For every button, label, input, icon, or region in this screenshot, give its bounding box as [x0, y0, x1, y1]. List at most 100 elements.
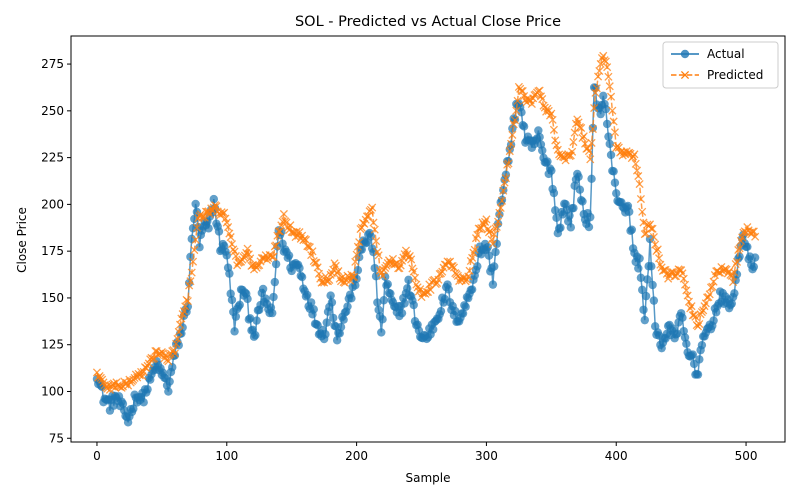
- data-point-predicted: [735, 244, 744, 253]
- data-point-predicted: [468, 253, 477, 262]
- data-point-actual: [640, 315, 649, 325]
- data-point-actual: [227, 295, 237, 305]
- y-tick-label: 75: [49, 431, 64, 445]
- data-point-actual: [535, 132, 544, 142]
- data-point-actual: [327, 298, 337, 307]
- data-point-predicted: [374, 251, 383, 260]
- data-point-actual: [484, 251, 494, 260]
- data-point-actual: [682, 339, 691, 348]
- data-point-predicted: [705, 290, 714, 299]
- data-point-predicted: [653, 245, 662, 254]
- y-axis-title: Close Price: [15, 207, 29, 273]
- data-point-predicted: [143, 361, 152, 370]
- data-point-predicted: [257, 254, 266, 263]
- data-point-actual: [284, 251, 294, 260]
- data-point-predicted: [623, 149, 632, 158]
- data-point-predicted: [497, 196, 507, 205]
- data-point-actual: [599, 91, 608, 101]
- data-point-predicted: [638, 207, 647, 216]
- data-point-predicted: [305, 243, 314, 252]
- data-point-actual: [374, 305, 383, 315]
- data-point-predicted: [295, 228, 304, 237]
- data-point-actual: [586, 212, 595, 222]
- data-point-predicted: [738, 233, 747, 242]
- data-point-actual: [271, 259, 281, 269]
- data-point-actual: [575, 185, 585, 194]
- data-point-predicted: [226, 233, 235, 242]
- data-point-actual: [386, 289, 395, 298]
- data-point-actual: [709, 316, 718, 325]
- y-tick-label: 200: [41, 197, 64, 211]
- data-point-predicted: [730, 268, 739, 277]
- data-point-predicted: [312, 258, 321, 267]
- data-point-predicted: [275, 227, 285, 236]
- data-point-actual: [371, 272, 381, 281]
- data-point-actual: [165, 377, 174, 386]
- data-point-predicted: [568, 147, 577, 156]
- data-point-actual: [749, 262, 759, 271]
- data-point-actual: [245, 314, 255, 323]
- data-point-actual: [444, 285, 453, 294]
- data-point-actual: [556, 223, 565, 232]
- data-point-predicted: [181, 302, 190, 311]
- data-point-predicted: [188, 257, 198, 266]
- data-point-predicted: [366, 205, 375, 214]
- data-point-predicted: [634, 171, 643, 181]
- y-tick-label: 275: [41, 57, 64, 71]
- data-point-actual: [195, 243, 204, 252]
- data-point-predicted: [274, 227, 283, 236]
- data-point-predicted: [92, 368, 102, 377]
- legend-marker: [680, 49, 690, 59]
- x-tick-label: 100: [215, 449, 238, 463]
- data-point-predicted: [422, 288, 431, 297]
- data-point-predicted: [473, 230, 482, 239]
- data-point-actual: [730, 289, 739, 298]
- data-point-predicted: [353, 242, 362, 251]
- data-point-actual: [610, 178, 620, 187]
- data-point-actual: [549, 188, 559, 198]
- data-point-actual: [377, 328, 386, 337]
- data-point-actual: [204, 224, 213, 233]
- data-point-predicted: [355, 238, 364, 247]
- data-point-predicted: [691, 312, 700, 321]
- data-point-actual: [251, 331, 260, 340]
- legend: Actual Predicted: [662, 41, 779, 89]
- data-point-actual: [287, 266, 296, 276]
- data-point-predicted: [224, 222, 233, 232]
- data-point-actual: [336, 322, 346, 332]
- data-point-predicted: [173, 334, 182, 344]
- data-point-predicted: [579, 132, 588, 141]
- y-tick-label: 125: [41, 338, 64, 352]
- data-point-actual: [268, 308, 277, 318]
- data-point-predicted: [338, 273, 347, 282]
- data-point-predicted: [465, 266, 474, 275]
- data-point-actual: [191, 199, 200, 209]
- x-tick-label: 400: [605, 449, 628, 463]
- data-point-predicted: [370, 225, 379, 234]
- data-point-predicted: [547, 109, 556, 118]
- data-point-predicted: [482, 215, 491, 224]
- x-tick-label: 200: [345, 449, 368, 463]
- data-point-actual: [378, 315, 387, 324]
- data-point-predicted: [604, 72, 613, 81]
- data-point-actual: [383, 280, 392, 289]
- data-point-predicted: [732, 257, 742, 266]
- legend-marker: [680, 70, 690, 80]
- data-point-actual: [373, 298, 382, 307]
- data-point-predicted: [553, 145, 562, 154]
- data-point-actual: [231, 312, 241, 321]
- chart-title: SOL - Predicted vs Actual Close Price: [295, 14, 561, 30]
- data-point-predicted: [679, 274, 688, 283]
- data-point-predicted: [603, 63, 612, 72]
- data-point-actual: [574, 172, 583, 181]
- data-point-predicted: [330, 259, 339, 268]
- data-point-actual: [643, 275, 652, 284]
- data-point-predicted: [488, 239, 497, 248]
- data-point-predicted: [322, 277, 331, 286]
- data-point-actual: [379, 296, 389, 305]
- data-point-actual: [339, 315, 348, 324]
- data-point-actual: [343, 302, 352, 311]
- data-point-predicted: [222, 218, 231, 227]
- data-point-actual: [306, 298, 316, 307]
- data-point-predicted: [496, 203, 505, 213]
